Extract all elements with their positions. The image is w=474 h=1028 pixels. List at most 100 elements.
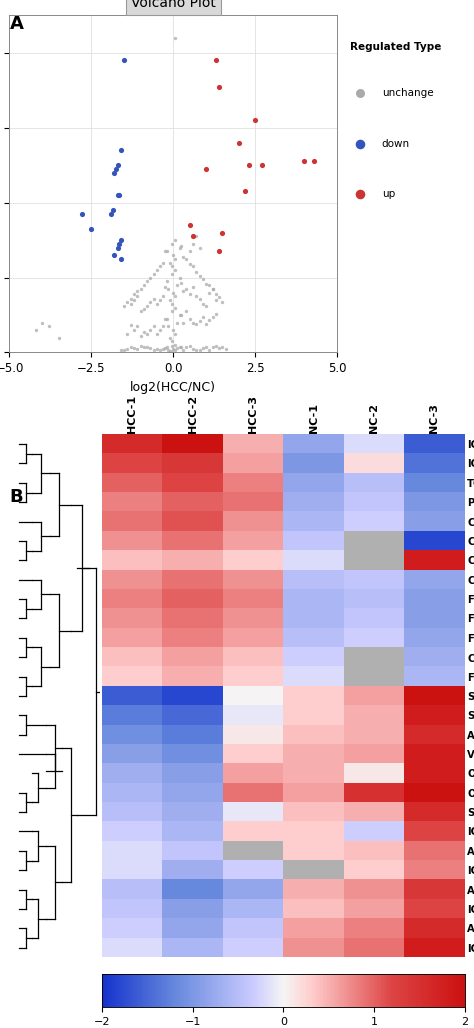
Point [192, 288, 200, 304]
Point [173, 340, 181, 357]
Point [124, 293, 131, 309]
Point [161, 279, 169, 295]
Point [171, 326, 179, 342]
Point [140, 338, 147, 355]
Point [196, 341, 203, 358]
Point [192, 316, 200, 332]
Point [107, 206, 115, 222]
Point [117, 232, 125, 249]
X-axis label: log2(HCC/NC): log2(HCC/NC) [130, 380, 216, 394]
Point [301, 153, 308, 170]
Point [140, 323, 147, 339]
Point [202, 339, 210, 356]
Point [176, 269, 183, 286]
Point [156, 322, 164, 338]
Point [134, 340, 141, 357]
Point [179, 341, 187, 358]
Point [32, 322, 39, 338]
Point [150, 290, 157, 306]
Point [176, 338, 183, 355]
Point [160, 288, 167, 304]
Point [55, 329, 63, 345]
Text: up: up [382, 189, 395, 199]
Point [153, 340, 161, 357]
Point [146, 293, 154, 309]
Point [140, 301, 147, 318]
Point [206, 341, 213, 358]
Point [127, 317, 135, 333]
Point [209, 308, 217, 325]
Point [137, 337, 144, 354]
Point [170, 247, 177, 263]
Point [310, 153, 318, 170]
Point [143, 326, 151, 342]
Point [186, 310, 193, 327]
Point [150, 265, 157, 282]
Point [163, 273, 171, 290]
Point [212, 305, 219, 322]
Point [168, 303, 175, 320]
Point [179, 283, 187, 299]
Point [146, 322, 154, 338]
Point [206, 311, 213, 328]
Point [168, 265, 175, 282]
Point [192, 342, 200, 359]
Point [178, 339, 185, 356]
Point [120, 298, 128, 315]
Point [120, 341, 128, 358]
Point [189, 235, 197, 252]
Point [114, 187, 121, 204]
Point [156, 292, 164, 308]
Point [189, 315, 197, 331]
Point [176, 240, 183, 256]
Point [258, 157, 265, 174]
Point [161, 340, 169, 357]
Point [140, 277, 147, 293]
Point [242, 183, 249, 199]
Point [110, 247, 118, 263]
Point [215, 244, 223, 260]
Point [161, 310, 169, 327]
Point [134, 288, 141, 304]
Point [189, 258, 197, 274]
Point [160, 340, 167, 357]
Point [166, 292, 174, 308]
Point [160, 254, 167, 270]
Point [186, 256, 193, 272]
Point [137, 303, 144, 320]
Point [134, 283, 141, 299]
Point [173, 315, 181, 331]
Point [166, 342, 174, 359]
Point [179, 315, 187, 331]
Point [192, 263, 200, 280]
Point [202, 276, 210, 292]
Point [170, 322, 177, 338]
Point [117, 142, 125, 158]
Point [168, 258, 175, 274]
Point [186, 244, 193, 260]
Point [137, 281, 144, 297]
Point [170, 285, 177, 301]
Point [199, 296, 207, 313]
Point [189, 340, 197, 357]
Point [45, 318, 53, 334]
Point [196, 313, 203, 329]
Point [114, 157, 121, 174]
Point [143, 298, 151, 315]
Point [196, 290, 203, 306]
Point [186, 217, 193, 233]
Point [212, 52, 219, 69]
Point [215, 78, 223, 95]
Point [127, 296, 135, 313]
Point [196, 268, 203, 285]
Point [153, 326, 161, 342]
Point [171, 288, 179, 304]
Point [163, 339, 171, 356]
Point [245, 157, 253, 174]
Point [130, 322, 138, 338]
Point [130, 340, 138, 357]
Point [206, 277, 213, 293]
Point [110, 164, 118, 181]
Point [168, 333, 175, 350]
Point [164, 341, 172, 358]
